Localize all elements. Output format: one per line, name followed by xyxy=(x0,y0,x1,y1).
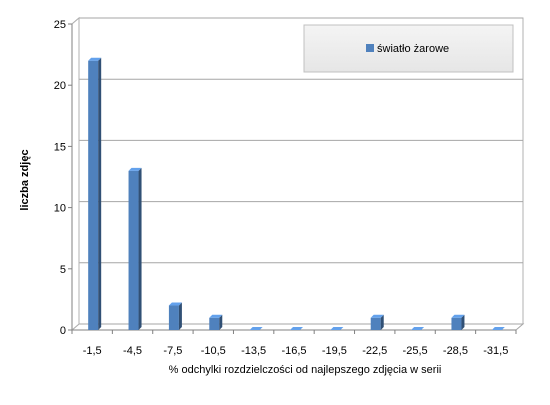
bar-front xyxy=(128,170,139,330)
y-tick-label: 0 xyxy=(60,325,66,337)
x-axis-ticks: -1,5 -4,5 -7,5 -10,5 -13,5 -16,5 -19,5 -22,5 -25… xyxy=(71,330,517,357)
bar xyxy=(491,327,505,330)
bar-side xyxy=(461,314,465,330)
bar xyxy=(290,327,303,330)
bar xyxy=(411,327,425,330)
x-tick-label: -22,5 xyxy=(362,345,387,357)
x-axis-title: % odchylki rozdzielczości od najlepszego… xyxy=(169,364,442,376)
left-wall-shape xyxy=(71,16,80,332)
bar-front xyxy=(168,305,179,330)
legend: światło żarowe xyxy=(303,24,514,73)
bar-side xyxy=(219,314,223,330)
bar-top xyxy=(330,327,344,330)
bar-top xyxy=(290,327,303,330)
x-tick-label: -31,5 xyxy=(483,345,508,357)
y-tick-label: 25 xyxy=(54,19,66,31)
x-tick-label: -1,5 xyxy=(83,345,102,357)
bar xyxy=(370,314,384,330)
legend-label: światło żarowe xyxy=(377,43,449,55)
bar xyxy=(330,327,344,330)
bar-front xyxy=(451,317,462,330)
bars xyxy=(88,57,505,330)
bar-front xyxy=(209,317,220,330)
bar-top xyxy=(491,327,505,330)
y-axis-title: liczba zdjęc xyxy=(19,149,31,210)
bar-top xyxy=(168,302,182,306)
x-tick-label: -7,5 xyxy=(163,345,182,357)
bar-top xyxy=(128,167,142,171)
bar-top xyxy=(209,314,223,318)
legend-box xyxy=(303,24,514,73)
bar-side xyxy=(178,302,182,330)
y-tick-label: 15 xyxy=(54,141,66,153)
bar-top xyxy=(451,314,465,318)
bar xyxy=(88,57,102,330)
y-tick-label: 5 xyxy=(60,264,66,276)
x-tick-label: -4,5 xyxy=(123,345,142,357)
bar xyxy=(168,302,182,330)
y-axis-ticks: 0 5 10 15 20 25 xyxy=(54,19,73,337)
bar-front xyxy=(370,317,381,330)
bar-side xyxy=(380,314,384,330)
x-tick-label: -16,5 xyxy=(281,345,306,357)
bar-side xyxy=(98,57,102,330)
bar-side xyxy=(138,167,142,330)
bar xyxy=(249,327,263,330)
bar-top xyxy=(249,327,263,330)
bar-top xyxy=(370,314,384,318)
bar-front xyxy=(88,60,99,330)
bar-top xyxy=(88,57,102,61)
x-tick-label: -19,5 xyxy=(322,345,347,357)
bar xyxy=(209,314,223,330)
bar xyxy=(128,167,142,330)
y-tick-label: 20 xyxy=(54,80,66,92)
legend-swatch xyxy=(366,44,374,52)
plot-left-wall xyxy=(71,16,80,332)
x-tick-label: -28,5 xyxy=(443,345,468,357)
x-tick-label: -25,5 xyxy=(403,345,428,357)
y-tick-label: 10 xyxy=(54,203,66,215)
bar-top xyxy=(411,327,425,330)
bar xyxy=(451,314,465,330)
x-tick-label: -10,5 xyxy=(201,345,226,357)
x-tick-label: -13,5 xyxy=(241,345,266,357)
